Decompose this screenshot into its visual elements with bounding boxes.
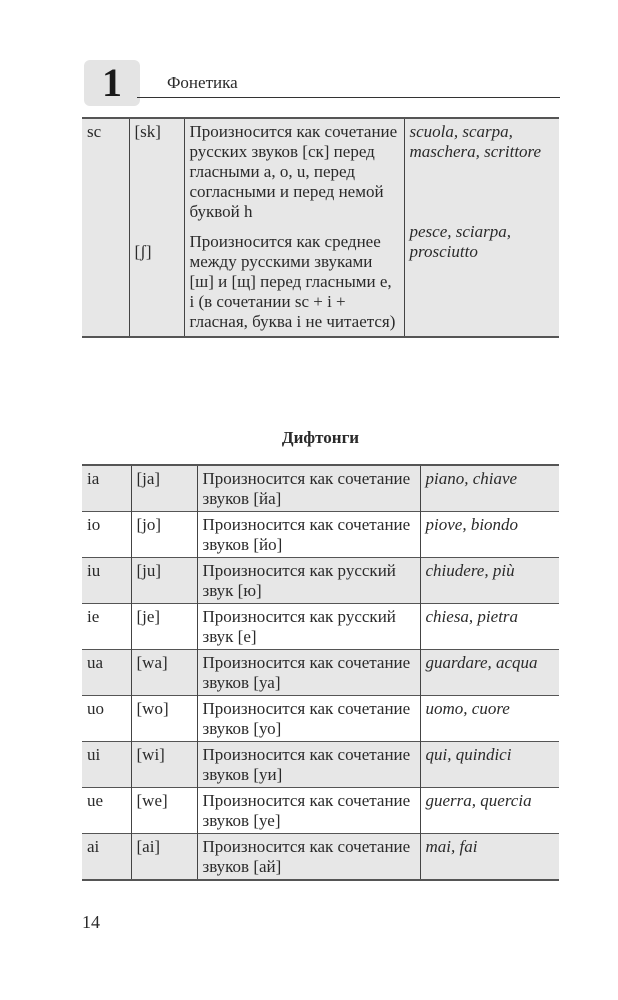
letters-cell: ua: [87, 653, 104, 672]
table-row: io [jo] Произносится как сочетание звуков …: [82, 511, 559, 558]
sound-cell: [ja]: [130, 465, 197, 512]
desc-cell: Произносится как русский звук [ю]: [196, 557, 420, 604]
sound-2: [ʃ]: [134, 242, 152, 261]
chapter-title: Фонетика: [167, 73, 238, 92]
table-row: ia [ja] Произносится как сочетание звуков …: [82, 465, 559, 512]
section-title: Дифтонги: [281, 428, 360, 447]
desc-cell: Произносится как сочетание звуков [уе]: [196, 787, 420, 834]
sound-cell: [wi]: [130, 741, 197, 788]
diphthongs-table: ia [ja] Произносится как сочетание звуков …: [82, 464, 559, 881]
header-rule: [137, 97, 560, 98]
letters-cell: sc: [87, 122, 102, 141]
table-row: ue [we] Произносится как сочетание звуков …: [82, 787, 559, 834]
table-row: ui [wi] Произносится как сочетание звуков …: [82, 741, 559, 788]
desc-cell: Произносится как сочетание звуков [йа]: [196, 465, 420, 512]
sound-cell: [wo]: [130, 695, 197, 742]
sc-table: sc [sk] [ʃ] Произносится как сочетание ру…: [82, 117, 559, 338]
desc-cell: Произносится как сочетание звуков [йо]: [196, 511, 420, 558]
examples-cell: mai, fai: [419, 833, 559, 880]
desc-cell: Произносится как сочетание звуков [уи]: [196, 741, 420, 788]
table-row: uo [wo] Произносится как сочетание звуков …: [82, 695, 559, 742]
sound-cell: [jo]: [130, 511, 197, 558]
description-cell: Произносится как сочетание русских звуко…: [183, 118, 404, 337]
desc-2: Произносится как среднее между русскими …: [189, 232, 396, 331]
letters-cell: io: [87, 515, 101, 534]
sound-cell: [ai]: [130, 833, 197, 880]
letters-cell: ai: [87, 837, 100, 856]
examples-cell: guardare, acqua: [419, 649, 559, 696]
letters-cell: iu: [87, 561, 101, 580]
table-row: ua [wa] Произносится как сочетание звуков …: [82, 649, 559, 696]
examples-1: scuola, scarpa, maschera, scrittore: [409, 122, 542, 161]
examples-cell: uomo, cuore: [419, 695, 559, 742]
table-row: iu [ju] Произносится как русский звук [ю] c…: [82, 557, 559, 604]
chapter-badge: 1: [84, 60, 140, 106]
examples-cell: guerra, quercia: [419, 787, 559, 834]
sound-cell: [ju]: [130, 557, 197, 604]
sound-cell: [je]: [130, 603, 197, 650]
page-number: 14: [82, 912, 100, 932]
desc-cell: Произносится как русский звук [е]: [196, 603, 420, 650]
sound-cell: [sk] [ʃ]: [128, 118, 184, 337]
letters-cell: ia: [87, 469, 100, 488]
examples-cell: qui, quindici: [419, 741, 559, 788]
letters-cell: ue: [87, 791, 104, 810]
table-row: sc [sk] [ʃ] Произносится как сочетание ру…: [82, 118, 559, 337]
examples-cell: piove, biondo: [419, 511, 559, 558]
examples-cell: scuola, scarpa, maschera, scrittore pesce…: [403, 118, 559, 337]
examples-cell: chiudere, più: [419, 557, 559, 604]
letters-cell: ui: [87, 745, 101, 764]
desc-1: Произносится как сочетание русских звуко…: [189, 122, 398, 221]
sound-cell: [wa]: [130, 649, 197, 696]
desc-cell: Произносится как сочетание звуков [уо]: [196, 695, 420, 742]
sound-cell: [we]: [130, 787, 197, 834]
sound-1: [sk]: [134, 122, 161, 141]
letters-cell: uo: [87, 699, 104, 718]
examples-cell: chiesa, pietra: [419, 603, 559, 650]
desc-cell: Произносится как сочетание звуков [ай]: [196, 833, 420, 880]
examples-cell: piano, chiave: [419, 465, 559, 512]
letters-cell: ie: [87, 607, 100, 626]
table-row: ie [je] Произносится как русский звук [е] c…: [82, 603, 559, 650]
table-row: ai [ai] Произносится как сочетание звуков …: [82, 833, 559, 880]
examples-2: pesce, sciarpa, prosciutto: [409, 222, 512, 261]
desc-cell: Произносится как сочетание звуков [уа]: [196, 649, 420, 696]
